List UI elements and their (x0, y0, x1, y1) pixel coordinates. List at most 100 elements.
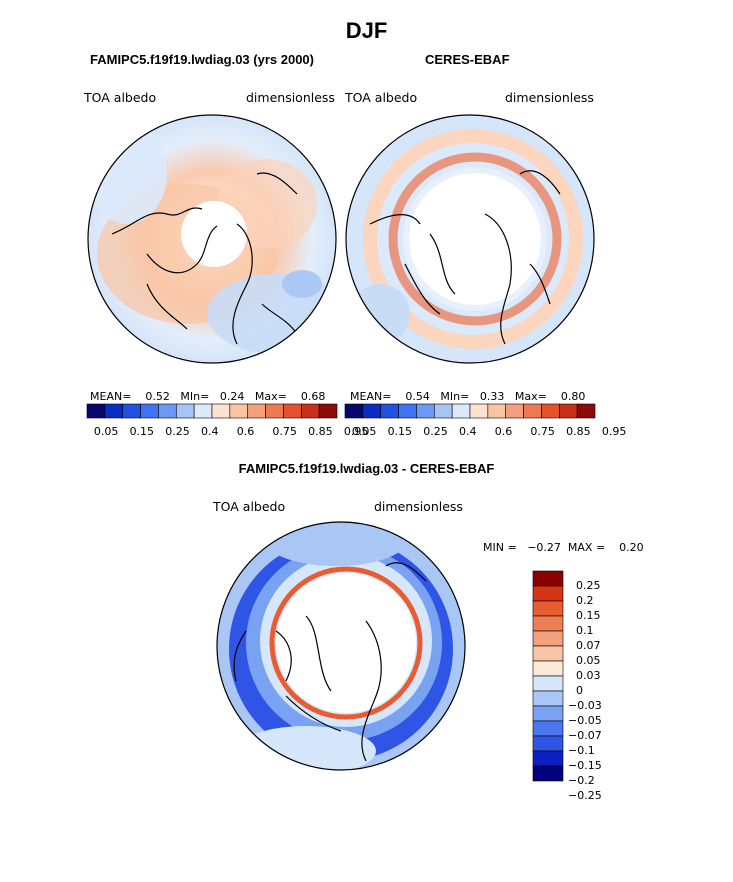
right-stats: MEAN= 0.54 MIn= 0.33 Max= 0.80 (350, 390, 585, 403)
colorbar-swatch (158, 403, 177, 419)
colorbar-swatch (380, 403, 399, 419)
colorbar-tick-label: 0.4 (459, 425, 477, 438)
left-min-label: MIn= (180, 390, 210, 403)
right-max-label: Max= (514, 390, 547, 403)
diff-colorbar-tick-label: −0.03 (568, 699, 602, 712)
right-min-value: 0.33 (479, 390, 505, 403)
colorbar-swatch (122, 403, 141, 419)
colorbar-tick-label: 0.15 (387, 425, 413, 438)
colorbar-tick-label: 0.85 (566, 425, 591, 438)
diff-colorbar-swatch (532, 690, 564, 707)
colorbar-tick-label: 0.85 (308, 425, 333, 438)
diff-map-lower-light (236, 726, 376, 770)
colorbar-swatch (193, 403, 213, 419)
diff-colorbar-swatch (532, 735, 564, 752)
colorbar-swatch (558, 403, 578, 419)
left-units-label: dimensionless (246, 90, 335, 105)
diff-variable-label: TOA albedo (213, 499, 286, 514)
diff-min-label: MIN = (483, 541, 517, 554)
right-mean-label: MEAN= (350, 390, 392, 403)
diff-colorbar-tick-label: 0.1 (576, 624, 594, 637)
diff-colorbar-tick-label: 0 (576, 684, 583, 697)
diff-colorbar-swatch (532, 660, 564, 677)
colorbar-swatch (576, 403, 596, 419)
colorbar-swatch (541, 403, 560, 419)
diff-colorbar-swatch (532, 705, 564, 722)
diff-polar-map (216, 521, 466, 771)
colorbar-tick-label: 0.95 (343, 425, 369, 438)
diff-colorbar-swatch (532, 765, 564, 782)
diff-colorbar-swatch (532, 600, 564, 617)
colorbar-tick-label: 0.05 (93, 425, 119, 438)
diff-colorbar-swatch (532, 585, 564, 602)
diff-colorbar-tick-label: −0.1 (568, 744, 595, 757)
diff-map-coastline (233, 562, 427, 762)
right-units-label: dimensionless (505, 90, 594, 105)
left-map-blue-patch (282, 270, 322, 298)
diff-colorbar-swatch (532, 630, 564, 647)
diff-colorbar-swatch (532, 615, 564, 632)
colorbar-tick-label: 0.6 (236, 425, 255, 438)
left-map-coastline (111, 172, 298, 345)
left-min-value: 0.24 (219, 390, 245, 403)
diff-colorbar-swatch (532, 570, 564, 587)
diff-colorbar-tick-label: −0.2 (568, 774, 595, 787)
right-panel-title: CERES-EBAF (425, 52, 510, 67)
left-colorbar-ticks: 0.05 0.15 0.25 0.4 0.6 0.75 0.85 0.95 (87, 425, 369, 439)
diff-colorbar-tick-label: −0.07 (568, 729, 602, 742)
diff-min-value: −0.27 (527, 541, 561, 554)
left-max-value: 0.68 (300, 390, 326, 403)
colorbar-swatch (362, 403, 382, 419)
colorbar-swatch (398, 403, 417, 419)
diff-colorbar-tick-label: −0.05 (568, 714, 602, 727)
diff-colorbar-tick-label: −0.15 (568, 759, 602, 772)
colorbar-swatch (104, 403, 124, 419)
left-stats: MEAN= 0.52 MIn= 0.24 Max= 0.68 (90, 390, 325, 403)
colorbar-swatch (433, 403, 453, 419)
colorbar-tick-label: 0.15 (129, 425, 155, 438)
colorbar-swatch (487, 403, 507, 419)
right-max-value: 0.80 (560, 390, 586, 403)
colorbar-tick-label: 0.75 (530, 425, 555, 438)
page-title: DJF (345, 18, 388, 43)
colorbar-tick-label: 0.6 (494, 425, 513, 438)
right-mean-value: 0.54 (405, 390, 430, 403)
right-variable-label: TOA albedo (345, 90, 418, 105)
left-colorbar (86, 403, 338, 419)
right-polar-map (345, 114, 595, 364)
diff-colorbar-tick-label: 0.15 (576, 609, 601, 622)
colorbar-swatch (86, 403, 106, 419)
diff-colorbar-ticks: 0.25 0.2 0.15 0.1 0.07 0.05 0.03 0 −0.03 −0.05 −0.… (568, 571, 628, 802)
diff-colorbar-tick-label: −0.25 (568, 789, 602, 802)
colorbar-swatch (247, 403, 266, 419)
right-colorbar (344, 403, 596, 419)
colorbar-swatch (265, 403, 284, 419)
left-variable-label: TOA albedo (84, 90, 157, 105)
diff-colorbar (532, 570, 564, 782)
colorbar-swatch (505, 403, 524, 419)
colorbar-tick-label: 0.75 (272, 425, 297, 438)
colorbar-swatch (229, 403, 249, 419)
diff-max-value: 0.20 (619, 541, 644, 554)
left-mean-label: MEAN= (90, 390, 132, 403)
colorbar-swatch (469, 403, 489, 419)
colorbar-swatch (523, 403, 542, 419)
colorbar-swatch (175, 403, 195, 419)
colorbar-swatch (140, 403, 159, 419)
right-colorbar-ticks: 0.05 0.15 0.25 0.4 0.6 0.75 0.85 0.95 (345, 425, 627, 439)
diff-colorbar-tick-label: 0.05 (576, 654, 601, 667)
diff-panel-title: FAMIPC5.f19f19.lwdiag.03 - CERES-EBAF (238, 461, 495, 476)
right-map-coastline (369, 170, 561, 345)
colorbar-swatch (300, 403, 320, 419)
left-map-cool-region (207, 274, 336, 354)
colorbar-swatch (283, 403, 302, 419)
left-map-cool-region-2 (88, 124, 167, 224)
diff-colorbar-tick-label: 0.03 (576, 669, 601, 682)
diff-map-polar-cap (276, 573, 416, 713)
diff-colorbar-tick-label: 0.07 (576, 639, 601, 652)
colorbar-swatch (211, 403, 231, 419)
diff-colorbar-swatch (532, 645, 564, 662)
diff-colorbar-swatch (532, 750, 564, 767)
colorbar-swatch (451, 403, 471, 419)
colorbar-tick-label: 0.25 (165, 425, 190, 438)
